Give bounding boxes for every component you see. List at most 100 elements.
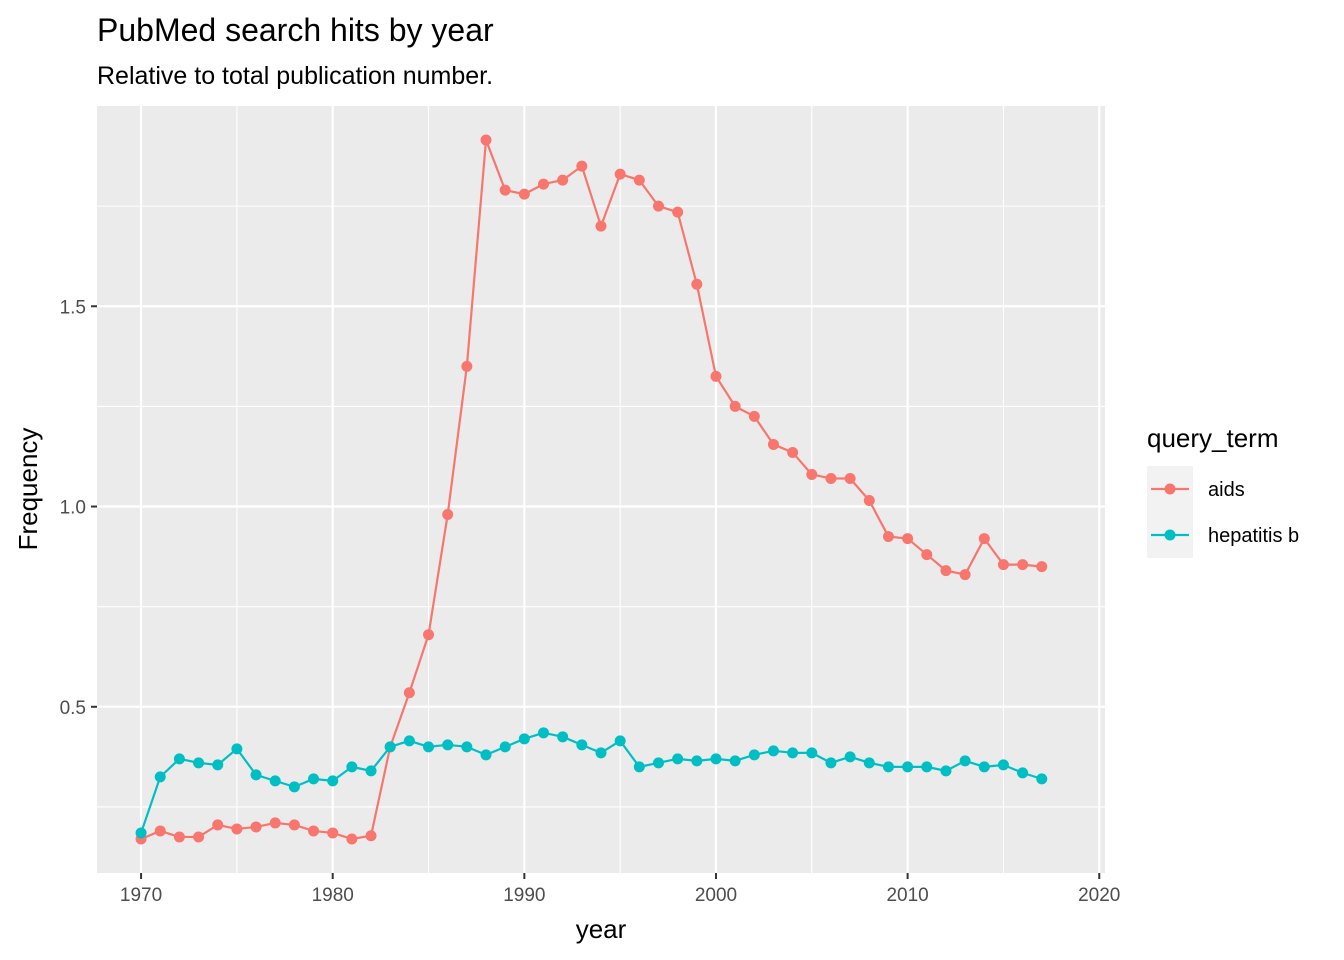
- legend-label-aids: aids: [1208, 479, 1245, 501]
- data-point-aids: [863, 495, 875, 507]
- y-axis-title: Frequency: [13, 428, 43, 551]
- data-point-hepatitis-b: [461, 741, 473, 753]
- legend-label-hepatitis-b: hepatitis b: [1208, 525, 1299, 547]
- data-point-hepatitis-b: [940, 765, 952, 777]
- y-axis: 0.5 1.0 1.5: [60, 297, 97, 719]
- data-point-aids: [423, 629, 435, 641]
- data-point-hepatitis-b: [480, 749, 492, 761]
- data-point-hepatitis-b: [997, 759, 1009, 771]
- data-point-aids: [633, 174, 645, 186]
- data-point-hepatitis-b: [595, 747, 607, 759]
- data-point-aids: [480, 134, 492, 146]
- data-point-aids: [308, 825, 320, 837]
- legend-title: query_term: [1147, 423, 1279, 453]
- y-tick-label: 1.0: [60, 498, 86, 519]
- data-point-hepatitis-b: [633, 761, 645, 773]
- data-point-hepatitis-b: [135, 827, 147, 839]
- data-point-aids: [499, 184, 511, 196]
- data-point-aids: [921, 549, 933, 561]
- data-point-aids: [346, 833, 358, 845]
- data-point-hepatitis-b: [978, 761, 990, 773]
- data-point-aids: [940, 565, 952, 577]
- x-tick-label: 2020: [1078, 885, 1120, 906]
- data-point-hepatitis-b: [212, 759, 224, 771]
- data-point-aids: [173, 831, 185, 843]
- data-point-hepatitis-b: [959, 755, 971, 767]
- data-point-hepatitis-b: [346, 761, 358, 773]
- data-point-aids: [518, 188, 530, 200]
- data-point-aids: [748, 410, 760, 422]
- data-point-aids: [538, 178, 550, 190]
- data-point-aids: [193, 831, 205, 843]
- data-point-hepatitis-b: [384, 741, 396, 753]
- data-point-hepatitis-b: [652, 757, 664, 769]
- data-point-hepatitis-b: [193, 757, 205, 769]
- data-point-aids: [844, 472, 856, 484]
- legend-items: aids hepatitis b: [1147, 466, 1299, 558]
- data-point-hepatitis-b: [557, 731, 569, 743]
- y-tick-label: 1.5: [60, 297, 86, 318]
- data-point-aids: [806, 468, 818, 480]
- data-point-aids: [614, 168, 626, 180]
- data-point-aids: [672, 206, 684, 218]
- data-point-aids: [403, 687, 415, 699]
- x-tick-label: 1990: [503, 885, 545, 906]
- data-point-aids: [1036, 561, 1048, 573]
- data-point-aids: [288, 819, 300, 831]
- data-point-hepatitis-b: [882, 761, 894, 773]
- x-tick-label: 2000: [695, 885, 737, 906]
- data-point-aids: [461, 360, 473, 372]
- data-point-aids: [691, 278, 703, 290]
- data-point-aids: [269, 817, 281, 829]
- data-point-hepatitis-b: [231, 743, 243, 755]
- plot-panel: [97, 106, 1105, 873]
- x-axis: 1970 1980 1990 2000 2010 2020: [120, 873, 1120, 906]
- data-point-aids: [154, 825, 166, 837]
- data-point-hepatitis-b: [902, 761, 914, 773]
- data-point-aids: [327, 827, 339, 839]
- data-point-aids: [902, 533, 914, 545]
- data-point-aids: [652, 200, 664, 212]
- data-point-hepatitis-b: [154, 771, 166, 783]
- data-point-hepatitis-b: [403, 735, 415, 747]
- data-point-aids: [557, 174, 569, 186]
- data-point-aids: [882, 531, 894, 543]
- x-tick-label: 2010: [886, 885, 928, 906]
- data-point-hepatitis-b: [518, 733, 530, 745]
- data-point-aids: [729, 400, 741, 412]
- data-point-hepatitis-b: [806, 747, 818, 759]
- data-point-aids: [231, 823, 243, 835]
- data-point-hepatitis-b: [327, 775, 339, 787]
- data-point-aids: [442, 509, 454, 521]
- x-tick-label: 1980: [312, 885, 354, 906]
- x-axis-title: year: [576, 914, 627, 944]
- data-point-hepatitis-b: [748, 749, 760, 761]
- data-point-hepatitis-b: [787, 747, 799, 759]
- data-point-aids: [767, 438, 779, 450]
- plot-background: [97, 106, 1105, 873]
- data-point-hepatitis-b: [365, 765, 377, 777]
- data-point-aids: [576, 160, 588, 172]
- data-point-aids: [365, 830, 377, 842]
- data-point-hepatitis-b: [691, 755, 703, 767]
- data-point-aids: [250, 821, 262, 833]
- data-point-hepatitis-b: [173, 753, 185, 765]
- data-point-hepatitis-b: [442, 739, 454, 751]
- data-point-aids: [595, 220, 607, 232]
- data-point-hepatitis-b: [1036, 773, 1048, 785]
- data-point-hepatitis-b: [672, 753, 684, 765]
- data-point-hepatitis-b: [288, 781, 300, 793]
- chart-subtitle: Relative to total publication number.: [97, 62, 493, 90]
- data-point-aids: [787, 446, 799, 458]
- legend: query_term aids hepatitis b: [1147, 423, 1299, 558]
- data-point-aids: [212, 819, 224, 831]
- data-point-aids: [997, 559, 1009, 571]
- data-point-aids: [978, 533, 990, 545]
- data-point-aids: [959, 569, 971, 581]
- data-point-hepatitis-b: [863, 757, 875, 769]
- data-point-hepatitis-b: [729, 755, 741, 767]
- data-point-hepatitis-b: [423, 741, 435, 753]
- data-point-hepatitis-b: [710, 753, 722, 765]
- data-point-hepatitis-b: [308, 773, 320, 785]
